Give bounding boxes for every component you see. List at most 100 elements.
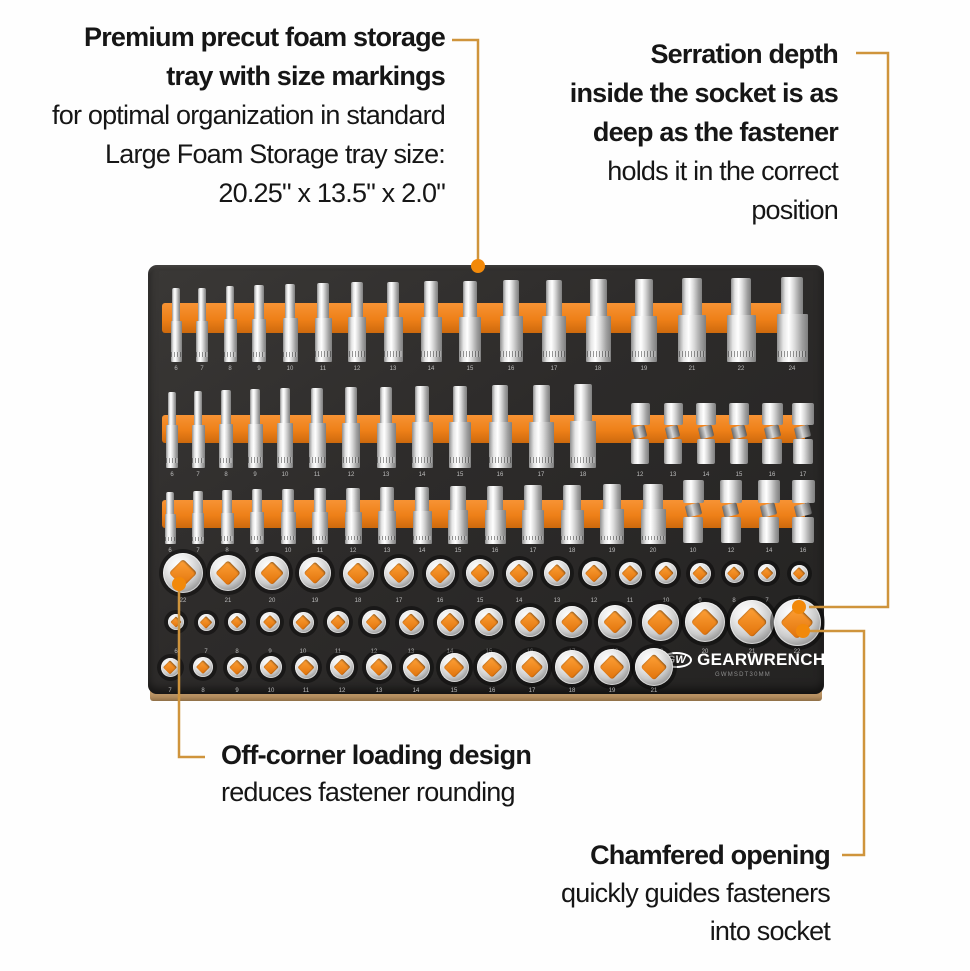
- deep-socket: [344, 488, 362, 544]
- deep-socket: [223, 286, 237, 362]
- socket-bottom: [792, 439, 814, 464]
- round-socket: [655, 562, 677, 584]
- socket-size-label: 11: [316, 548, 324, 554]
- socket-size-label: 16: [507, 366, 515, 372]
- deep-socket: [308, 388, 326, 468]
- socket-body: [282, 318, 298, 362]
- deep-socket: [378, 487, 396, 544]
- deep-socket: [631, 279, 657, 362]
- square-drive-hole: [229, 659, 245, 675]
- socket-size-label: 10: [267, 688, 275, 694]
- square-drive-hole: [640, 653, 668, 681]
- socket-size-label: 18: [594, 366, 602, 372]
- socket-size-label: 15: [450, 688, 458, 694]
- socket-size-label: 15: [476, 598, 484, 604]
- square-drive-hole: [727, 566, 741, 580]
- socket-top: [791, 480, 815, 504]
- socket-size-label: 12: [347, 472, 355, 478]
- universal-joint-socket: [663, 403, 683, 465]
- socket-body: [344, 511, 362, 544]
- socket-size-label: 7: [196, 548, 200, 554]
- socket-size-label: 13: [375, 688, 383, 694]
- socket-size-label: 20: [701, 649, 709, 655]
- round-socket: [425, 558, 455, 588]
- deep-socket: [247, 389, 263, 468]
- annotation-serration-bold-line: inside the socket is as: [569, 78, 839, 108]
- socket-size-label: 15: [466, 366, 474, 372]
- socket-size-label: 9: [257, 366, 261, 372]
- socket-size-label: 21: [224, 598, 232, 604]
- socket-size-label: 19: [608, 688, 616, 694]
- socket-size-label: 13: [382, 472, 390, 478]
- round-socket: [618, 561, 642, 585]
- socket-size-label: 21: [650, 688, 658, 694]
- deep-socket: [678, 278, 706, 362]
- socket-size-label: 15: [456, 472, 464, 478]
- socket-body: [488, 421, 512, 468]
- socket-neck: [452, 386, 468, 423]
- deep-socket: [220, 490, 234, 544]
- square-drive-hole: [646, 608, 674, 636]
- square-drive-hole: [509, 563, 529, 583]
- round-socket: [299, 557, 331, 589]
- square-drive-hole: [163, 660, 177, 674]
- square-drive-hole: [780, 605, 814, 639]
- joint-pivot: [684, 502, 702, 518]
- socket-top: [729, 403, 749, 426]
- square-drive-hole: [199, 615, 213, 629]
- round-socket: [724, 563, 744, 583]
- deep-socket: [280, 489, 296, 544]
- round-socket: [556, 606, 588, 638]
- socket-size-label: 12: [636, 472, 644, 478]
- round-socket: [260, 612, 280, 632]
- socket-body: [678, 314, 706, 362]
- socket-neck: [602, 484, 622, 510]
- square-drive-hole: [621, 564, 639, 582]
- annotation-off-corner: Off-corner loading design reduces fasten…: [221, 737, 532, 811]
- socket-size-label: 17: [395, 598, 403, 604]
- socket-size-label: 16: [768, 472, 776, 478]
- socket-body: [542, 316, 566, 362]
- round-socket: [773, 598, 821, 646]
- socket-size-label: 8: [228, 366, 232, 372]
- deep-socket: [252, 285, 266, 362]
- square-drive-hole: [429, 562, 451, 584]
- socket-size-label: 24: [788, 366, 796, 372]
- socket-bottom: [664, 439, 682, 464]
- square-drive-hole: [440, 612, 460, 632]
- round-socket: [475, 608, 503, 636]
- square-drive-hole: [560, 610, 584, 634]
- annotation-foam-tray-bold-line: Premium precut foam storage: [83, 22, 446, 52]
- socket-neck: [167, 392, 177, 426]
- socket-body: [192, 513, 204, 544]
- socket-size-label: 11: [313, 472, 321, 478]
- socket-neck: [563, 485, 581, 510]
- socket-body: [348, 317, 366, 362]
- square-drive-hole: [330, 614, 346, 630]
- socket-neck: [193, 391, 203, 425]
- socket-body: [220, 512, 234, 544]
- socket-body: [600, 509, 624, 544]
- annotation-serration-bold-line: Serration depth: [650, 39, 838, 69]
- round-socket: [439, 652, 469, 682]
- round-socket: [730, 600, 774, 644]
- socket-neck: [545, 280, 563, 317]
- square-drive-hole: [658, 565, 674, 581]
- socket-bottom: [720, 517, 742, 543]
- socket-size-label: 19: [640, 366, 648, 372]
- round-socket: [398, 609, 424, 635]
- joint-pivot: [632, 424, 648, 440]
- annotation-chamfered-line: quickly guides fasteners: [561, 878, 831, 908]
- deep-socket: [192, 491, 204, 544]
- socket-size-label: 12: [727, 548, 735, 554]
- deep-socket: [164, 492, 176, 544]
- socket-neck: [781, 277, 803, 315]
- square-drive-hole: [690, 607, 720, 637]
- square-drive-hole: [168, 558, 198, 588]
- socket-bottom: [758, 517, 780, 543]
- round-socket: [641, 603, 679, 641]
- socket-neck: [197, 288, 207, 321]
- deep-socket: [383, 282, 403, 362]
- annotation-chamfered-bold-line: Chamfered opening: [590, 840, 831, 870]
- socket-size-label: 20: [649, 548, 657, 554]
